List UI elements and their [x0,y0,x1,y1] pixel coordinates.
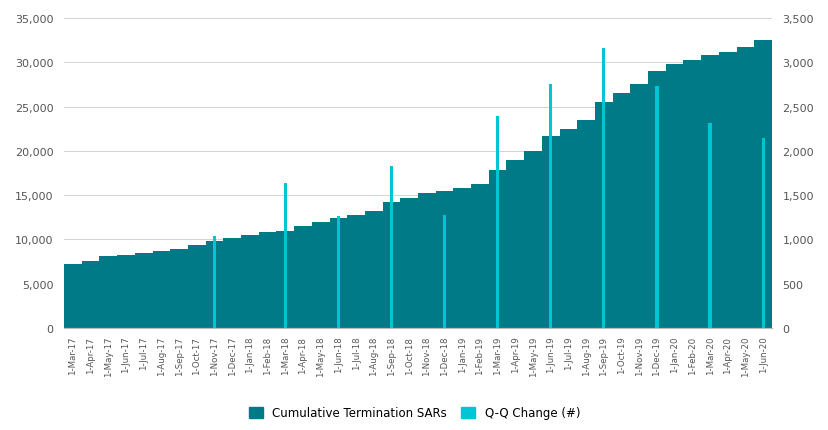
Bar [489,171,506,329]
Bar [294,227,311,329]
Bar [612,94,629,329]
Bar [655,87,657,329]
Bar [629,85,647,329]
Bar [700,56,718,329]
Bar [682,61,700,329]
Bar [364,212,383,329]
Bar [400,198,417,329]
Bar [213,237,216,329]
Bar [442,215,445,329]
Bar [223,238,241,329]
Bar [647,72,665,329]
Bar [117,255,135,329]
Bar [506,160,523,329]
Bar [559,129,576,329]
Bar [336,216,339,329]
Bar [523,151,542,329]
Bar [188,245,205,329]
Bar [347,215,364,329]
Bar [417,194,436,329]
Bar [283,183,286,329]
Bar [436,191,453,329]
Bar [170,250,188,329]
Bar [311,222,329,329]
Bar [383,203,400,329]
Bar [542,136,559,329]
Legend: Cumulative Termination SARs, Q-Q Change (#): Cumulative Termination SARs, Q-Q Change … [243,402,585,424]
Bar [708,123,710,329]
Bar [64,265,82,329]
Bar [241,236,258,329]
Bar [595,103,612,329]
Bar [99,257,117,329]
Bar [152,252,170,329]
Bar [665,65,682,329]
Bar [601,49,604,329]
Bar [548,85,551,329]
Bar [470,184,489,329]
Bar [761,138,763,329]
Bar [753,41,771,329]
Bar [495,117,498,329]
Bar [276,231,294,329]
Bar [205,242,223,329]
Bar [258,233,276,329]
Bar [453,189,470,329]
Bar [735,48,753,329]
Bar [389,166,392,329]
Bar [82,261,99,329]
Bar [576,120,595,329]
Bar [718,52,735,329]
Bar [135,253,152,329]
Bar [329,219,347,329]
